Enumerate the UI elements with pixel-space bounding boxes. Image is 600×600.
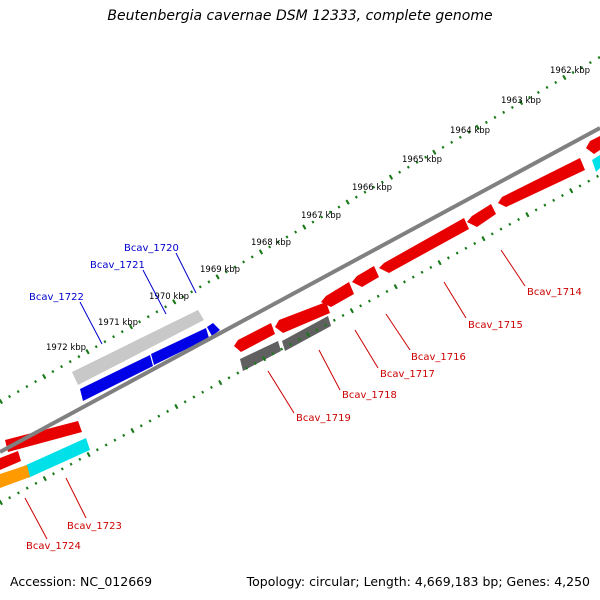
- label-bcav-1718: Bcav_1718: [342, 390, 397, 401]
- leader-lines: [24, 249, 526, 540]
- label-bcav-1714: Bcav_1714: [527, 287, 582, 298]
- gene-bcav-1723-cyan: [24, 438, 90, 478]
- leader-bcav-1720: [175, 252, 197, 294]
- gene-bcav-1718: [275, 302, 330, 333]
- leader-bcav-1723: [65, 477, 87, 519]
- gene-bcav-1722-blue: [80, 355, 153, 401]
- gene-bcav-1714-cyan: [592, 155, 600, 172]
- gene-bcav-1719-gray: [240, 341, 281, 371]
- kbp-label-1965: 1965 kbp: [402, 155, 442, 165]
- gene-bcav-1723-red-upper: [5, 421, 82, 452]
- reverse-genes: [0, 136, 600, 488]
- label-bcav-1715: Bcav_1715: [468, 320, 523, 331]
- inner-tick-track: [0, 172, 600, 506]
- outer-tick-track: [0, 54, 600, 405]
- leader-bcav-1724: [24, 497, 48, 540]
- gene-bcav-1722-light-gray: [72, 310, 204, 385]
- leader-bcav-1714: [500, 249, 526, 287]
- gene-bcav-1717: [321, 282, 354, 307]
- gene-bcav-1715: [379, 218, 469, 273]
- label-bcav-1721: Bcav_1721: [90, 260, 145, 271]
- leader-bcav-1717: [354, 329, 379, 369]
- label-bcav-1722: Bcav_1722: [29, 292, 84, 303]
- kbp-label-1972: 1972 kbp: [46, 343, 86, 353]
- inner-tick-dots: [0, 173, 600, 505]
- kbp-label-1963: 1963 kbp: [501, 96, 541, 106]
- label-bcav-1719: Bcav_1719: [296, 413, 351, 424]
- kbp-label-1964: 1964 kbp: [450, 126, 490, 136]
- forward-genes: [5, 310, 220, 452]
- leader-bcav-1716: [385, 313, 411, 351]
- kbp-labels: 1962 kbp 1963 kbp 1964 kbp 1965 kbp 1966…: [46, 66, 590, 353]
- gene-bcav-1714: [498, 158, 585, 207]
- gene-bcav-1715b: [467, 204, 496, 227]
- gene-bcav-1719: [234, 323, 275, 352]
- kbp-label-1969: 1969 kbp: [200, 265, 240, 275]
- leader-bcav-1719: [267, 370, 295, 414]
- map-title: Beutenbergia cavernae DSM 12333, complet…: [107, 8, 493, 24]
- gene-bcav-1720-blue: [207, 323, 220, 336]
- gene-bcav-1716: [352, 266, 379, 287]
- gene-labels: Bcav_1720 Bcav_1721 Bcav_1722 Bcav_1714 …: [26, 243, 582, 552]
- kbp-label-1966: 1966 kbp: [352, 183, 392, 193]
- leader-bcav-1718: [318, 349, 341, 391]
- kbp-label-1968: 1968 kbp: [251, 238, 291, 248]
- kbp-label-1971: 1971 kbp: [98, 318, 138, 328]
- label-bcav-1723: Bcav_1723: [67, 521, 122, 532]
- outer-tick-dots: [0, 55, 600, 404]
- leader-bcav-1722: [79, 301, 103, 345]
- gene-bcav-1714b: [586, 136, 600, 154]
- leader-bcav-1715: [443, 281, 467, 319]
- gene-bcav-1721-blue: [151, 328, 209, 365]
- label-bcav-1717: Bcav_1717: [380, 369, 435, 380]
- kbp-label-1970: 1970 kbp: [149, 292, 189, 302]
- kbp-label-1967: 1967 kbp: [301, 211, 341, 221]
- gene-bcav-1724-orange: [0, 465, 30, 488]
- label-bcav-1724: Bcav_1724: [26, 541, 81, 552]
- label-bcav-1720: Bcav_1720: [124, 243, 179, 254]
- accession-text: Accession: NC_012669: [10, 574, 153, 589]
- outer-major-ticks: [0, 54, 600, 405]
- gene-bcav-1723-red-lower: [0, 451, 21, 470]
- genome-summary-text: Topology: circular; Length: 4,669,183 bp…: [246, 574, 590, 589]
- leader-bcav-1721: [142, 269, 167, 315]
- label-bcav-1716: Bcav_1716: [411, 352, 466, 363]
- kbp-label-1962: 1962 kbp: [550, 66, 590, 76]
- genome-backbone: [0, 126, 600, 454]
